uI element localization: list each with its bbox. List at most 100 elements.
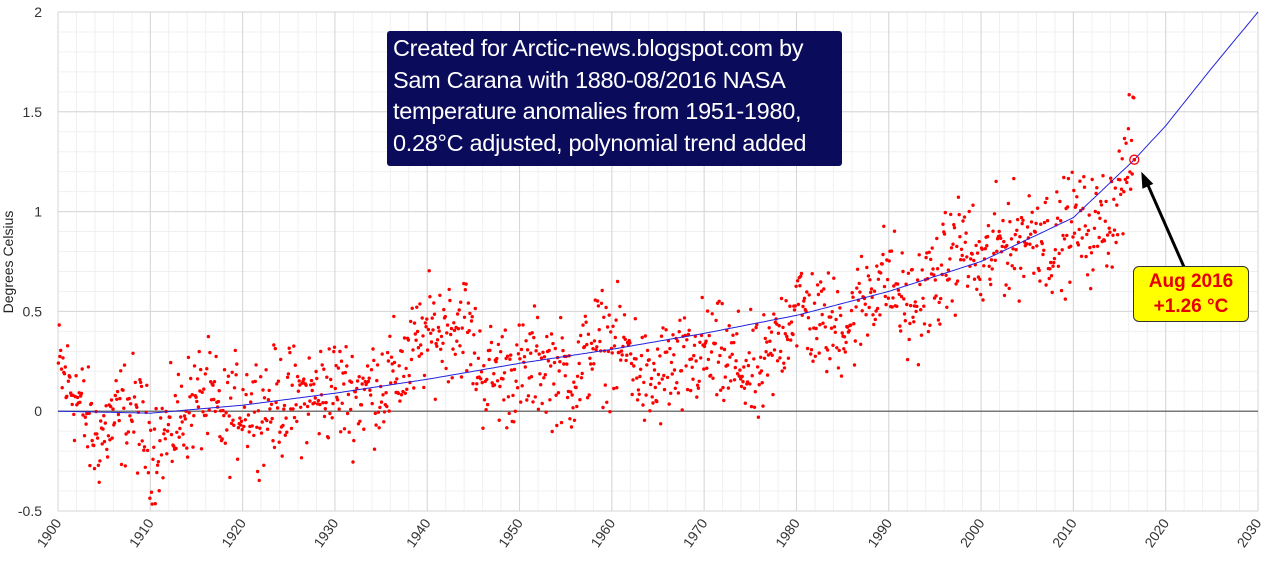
- data-point: [453, 352, 457, 356]
- data-point: [784, 299, 788, 303]
- data-point: [952, 223, 956, 227]
- data-point: [1117, 149, 1121, 153]
- data-point: [479, 370, 484, 374]
- data-point: [402, 374, 406, 379]
- data-point: [414, 338, 418, 342]
- data-point: [296, 389, 301, 393]
- data-point: [121, 388, 125, 392]
- data-point: [485, 377, 489, 382]
- data-point: [323, 407, 327, 411]
- data-point: [505, 354, 510, 358]
- data-point: [337, 407, 341, 411]
- data-point: [619, 358, 623, 362]
- data-point: [775, 359, 780, 363]
- data-point: [152, 445, 156, 449]
- data-point: [830, 310, 834, 314]
- highlight-ring: [1129, 154, 1140, 165]
- data-point: [1007, 286, 1011, 291]
- data-point: [450, 376, 454, 380]
- data-point: [539, 383, 543, 387]
- data-point: [899, 329, 903, 333]
- data-point: [1127, 93, 1131, 97]
- data-point: [159, 453, 164, 457]
- data-point: [625, 353, 629, 357]
- data-point: [1093, 209, 1098, 214]
- data-point: [671, 333, 675, 337]
- data-point: [559, 420, 564, 425]
- data-point: [525, 348, 530, 352]
- data-point: [935, 267, 940, 271]
- data-point: [952, 226, 957, 230]
- data-point: [659, 334, 664, 338]
- data-point: [424, 325, 428, 329]
- data-point: [705, 309, 710, 313]
- data-point: [469, 319, 474, 323]
- data-point: [65, 394, 69, 398]
- data-point: [1128, 170, 1132, 174]
- data-point: [185, 446, 189, 450]
- data-point: [458, 344, 462, 348]
- data-point: [609, 330, 613, 334]
- data-point: [871, 313, 875, 317]
- data-point: [707, 333, 711, 338]
- data-point: [332, 349, 336, 354]
- data-point: [322, 367, 326, 371]
- data-point: [882, 284, 887, 289]
- data-point: [1130, 172, 1134, 176]
- data-point: [577, 361, 581, 366]
- data-point: [762, 313, 766, 317]
- data-point: [1075, 195, 1079, 199]
- data-point: [570, 393, 574, 397]
- data-point: [488, 348, 492, 352]
- data-point: [890, 305, 894, 309]
- data-point: [434, 341, 438, 346]
- data-point: [310, 388, 314, 393]
- data-point: [425, 348, 430, 352]
- data-point: [987, 264, 991, 268]
- data-point: [130, 419, 134, 424]
- data-point: [128, 414, 132, 418]
- data-point: [782, 366, 787, 370]
- data-point: [902, 312, 907, 316]
- data-point: [282, 407, 286, 411]
- data-point: [907, 337, 911, 342]
- data-point: [881, 252, 885, 257]
- data-point: [1106, 251, 1111, 255]
- data-point: [680, 408, 684, 412]
- data-point: [346, 392, 351, 397]
- data-point: [1095, 186, 1099, 190]
- data-point: [402, 336, 407, 340]
- data-point: [92, 466, 97, 471]
- data-point: [98, 459, 102, 463]
- data-point: [290, 383, 294, 387]
- data-point: [990, 267, 994, 271]
- data-point: [1118, 178, 1122, 182]
- data-point: [217, 389, 221, 393]
- data-point: [382, 420, 386, 424]
- data-point: [910, 267, 914, 272]
- data-point: [524, 339, 528, 343]
- data-point: [127, 396, 131, 401]
- data-point: [922, 322, 927, 326]
- data-point: [412, 321, 417, 325]
- data-point: [615, 279, 620, 284]
- data-point: [750, 374, 754, 378]
- data-point: [835, 290, 840, 294]
- data-point: [440, 359, 444, 364]
- data-point: [865, 265, 869, 270]
- data-point: [419, 343, 423, 347]
- data-point: [485, 402, 490, 407]
- data-point: [1050, 290, 1054, 295]
- data-point: [843, 350, 847, 354]
- data-point: [182, 414, 187, 418]
- data-point: [314, 369, 318, 374]
- data-point: [449, 326, 454, 331]
- data-point: [1079, 254, 1084, 258]
- data-point: [278, 430, 282, 434]
- highlight-dot: [1132, 157, 1137, 162]
- data-point: [115, 389, 120, 394]
- x-tick-label: 1980: [772, 515, 803, 550]
- data-point: [857, 281, 861, 286]
- data-point: [901, 269, 905, 274]
